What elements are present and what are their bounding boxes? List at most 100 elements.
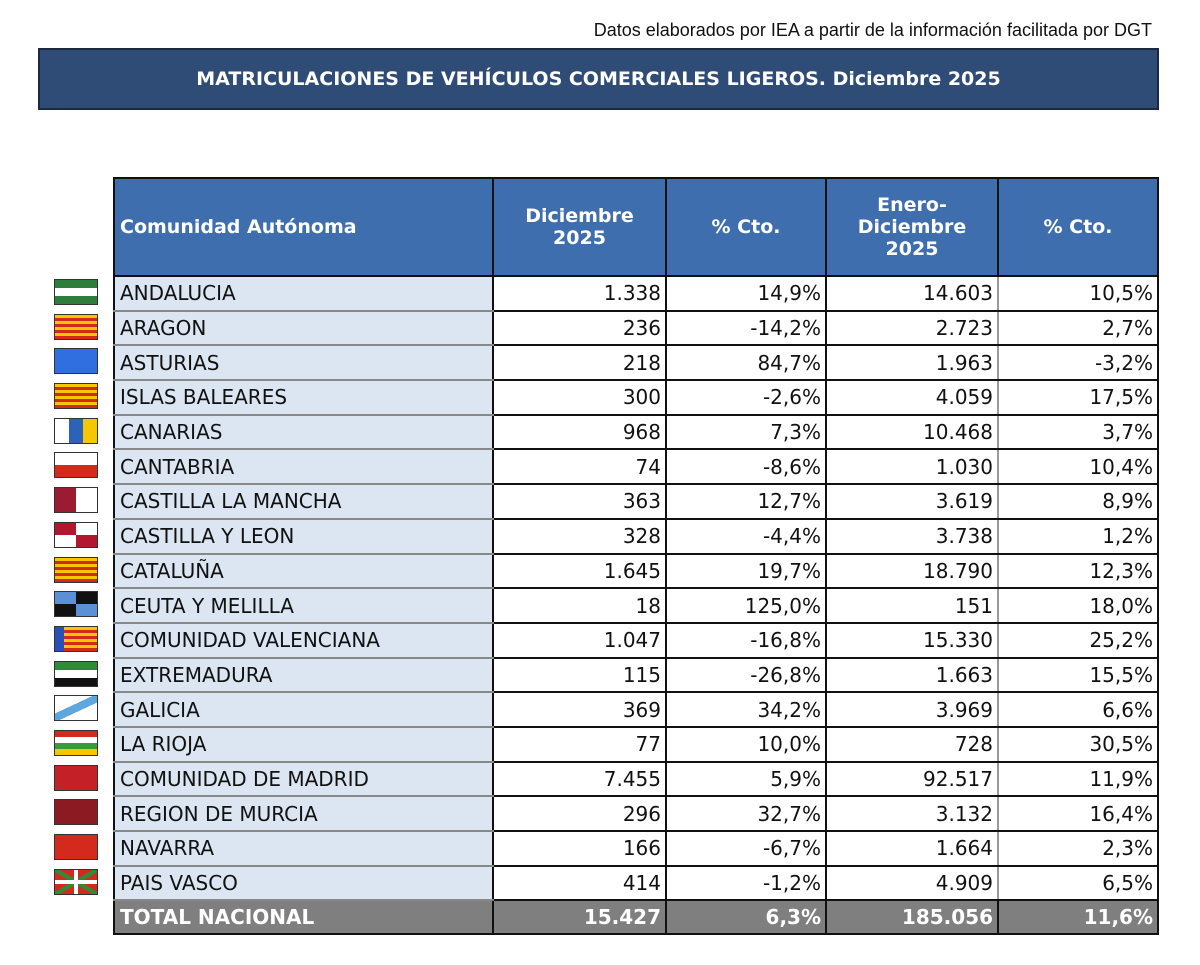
cto-enero-diciembre-value: 1,2%	[997, 517, 1159, 555]
table-row: NAVARRA 166 -6,7% 1.664 2,3%	[113, 830, 1159, 867]
diciembre-value: 166	[492, 830, 667, 867]
diciembre-value: 328	[492, 517, 667, 555]
region-name: GALICIA	[113, 691, 494, 728]
cto-diciembre-value: -1,2%	[665, 864, 827, 902]
region-name: ANDALUCIA	[113, 275, 494, 312]
region-name: REGION DE MURCIA	[113, 795, 494, 832]
table-row: REGION DE MURCIA 296 32,7% 3.132 16,4%	[113, 795, 1159, 832]
diciembre-value: 363	[492, 483, 667, 520]
baleares-flag-icon	[54, 383, 98, 410]
cto-enero-diciembre-value: 12,3%	[997, 552, 1159, 590]
diciembre-value: 77	[492, 725, 667, 763]
cto-enero-diciembre-value: 10,5%	[997, 275, 1159, 312]
region-name: CATALUÑA	[113, 552, 494, 590]
diciembre-value: 74	[492, 448, 667, 486]
diciembre-value: 369	[492, 691, 667, 728]
region-name: ASTURIAS	[113, 344, 494, 382]
table-row: CASTILLA LA MANCHA 363 12,7% 3.619 8,9%	[113, 483, 1159, 520]
region-name: ISLAS BALEARES	[113, 379, 494, 416]
cantabria-flag-icon	[54, 452, 98, 479]
cataluna-flag-icon	[54, 556, 98, 583]
region-name: CEUTA Y MELILLA	[113, 587, 494, 624]
cto-diciembre-value: -16,8%	[665, 621, 827, 659]
enero-diciembre-value: 3.619	[825, 483, 999, 520]
cto-diciembre-value: 7,3%	[665, 413, 827, 451]
table-row: ARAGON 236 -14,2% 2.723 2,7%	[113, 309, 1159, 347]
valencia-flag-icon	[54, 625, 98, 652]
enero-diciembre-value: 3.132	[825, 795, 999, 832]
cto-diciembre-value: 14,9%	[665, 275, 827, 312]
table-row: EXTREMADURA 115 -26,8% 1.663 15,5%	[113, 656, 1159, 694]
diciembre-value: 1.645	[492, 552, 667, 590]
enero-diciembre-value: 10.468	[825, 413, 999, 451]
total-cto-enero-diciembre: 11,6%	[997, 899, 1159, 936]
ceuta-melilla-flag-icon	[54, 591, 98, 618]
region-name: CASTILLA Y LEON	[113, 517, 494, 555]
asturias-flag-icon	[54, 348, 98, 375]
enero-diciembre-value: 1.030	[825, 448, 999, 486]
cto-diciembre-value: -4,4%	[665, 517, 827, 555]
cto-enero-diciembre-value: 6,6%	[997, 691, 1159, 728]
diciembre-value: 1.047	[492, 621, 667, 659]
region-name: PAIS VASCO	[113, 864, 494, 902]
header-cto-enero-diciembre: % Cto.	[997, 177, 1159, 277]
navarra-flag-icon	[54, 834, 98, 860]
region-name: ARAGON	[113, 309, 494, 347]
table-row: CASTILLA Y LEON 328 -4,4% 3.738 1,2%	[113, 517, 1159, 555]
cto-diciembre-value: 5,9%	[665, 760, 827, 798]
cto-diciembre-value: 34,2%	[665, 691, 827, 728]
total-name: TOTAL NACIONAL	[113, 899, 494, 936]
cto-diciembre-value: -6,7%	[665, 830, 827, 867]
andalucia-flag-icon	[54, 279, 98, 305]
page-title: MATRICULACIONES DE VEHÍCULOS COMERCIALES…	[38, 48, 1159, 110]
pais-vasco-flag-icon	[54, 868, 98, 895]
enero-diciembre-value: 1.664	[825, 830, 999, 867]
cto-enero-diciembre-value: 25,2%	[997, 621, 1159, 659]
table-row: GALICIA 369 34,2% 3.969 6,6%	[113, 691, 1159, 728]
cto-enero-diciembre-value: 3,7%	[997, 413, 1159, 451]
region-name: CASTILLA LA MANCHA	[113, 483, 494, 520]
region-name: LA RIOJA	[113, 725, 494, 763]
flag-column	[54, 279, 98, 903]
table-row: COMUNIDAD DE MADRID 7.455 5,9% 92.517 11,9%	[113, 760, 1159, 798]
header-enero-diciembre: Enero-Diciembre 2025	[825, 177, 999, 277]
registrations-table: Comunidad Autónoma Diciembre 2025 % Cto.…	[113, 177, 1159, 936]
cto-enero-diciembre-value: 18,0%	[997, 587, 1159, 624]
cto-diciembre-value: 12,7%	[665, 483, 827, 520]
enero-diciembre-value: 4.059	[825, 379, 999, 416]
galicia-flag-icon	[54, 695, 98, 722]
enero-diciembre-value: 151	[825, 587, 999, 624]
header-comunidad: Comunidad Autónoma	[113, 177, 494, 277]
cto-diciembre-value: 125,0%	[665, 587, 827, 624]
cto-diciembre-value: -26,8%	[665, 656, 827, 694]
castilla-la-mancha-flag-icon	[54, 487, 98, 514]
aragon-flag-icon	[54, 313, 98, 340]
cto-diciembre-value: -14,2%	[665, 309, 827, 347]
cto-enero-diciembre-value: 10,4%	[997, 448, 1159, 486]
castilla-y-leon-flag-icon	[54, 521, 98, 548]
region-name: EXTREMADURA	[113, 656, 494, 694]
cto-diciembre-value: 10,0%	[665, 725, 827, 763]
cto-diciembre-value: -2,6%	[665, 379, 827, 416]
header-diciembre: Diciembre 2025	[492, 177, 667, 277]
total-diciembre: 15.427	[492, 899, 667, 936]
extremadura-flag-icon	[54, 660, 98, 687]
cto-enero-diciembre-value: 2,3%	[997, 830, 1159, 867]
enero-diciembre-value: 2.723	[825, 309, 999, 347]
table-row: CANARIAS 968 7,3% 10.468 3,7%	[113, 413, 1159, 451]
la-rioja-flag-icon	[54, 729, 98, 756]
enero-diciembre-value: 18.790	[825, 552, 999, 590]
diciembre-value: 296	[492, 795, 667, 832]
diciembre-value: 7.455	[492, 760, 667, 798]
enero-diciembre-value: 1.663	[825, 656, 999, 694]
enero-diciembre-value: 3.969	[825, 691, 999, 728]
cto-enero-diciembre-value: -3,2%	[997, 344, 1159, 382]
cto-diciembre-value: 19,7%	[665, 552, 827, 590]
murcia-flag-icon	[54, 799, 98, 826]
diciembre-value: 236	[492, 309, 667, 347]
diciembre-value: 968	[492, 413, 667, 451]
diciembre-value: 300	[492, 379, 667, 416]
region-name: NAVARRA	[113, 830, 494, 867]
enero-diciembre-value: 3.738	[825, 517, 999, 555]
table-header-row: Comunidad Autónoma Diciembre 2025 % Cto.…	[113, 177, 1159, 277]
